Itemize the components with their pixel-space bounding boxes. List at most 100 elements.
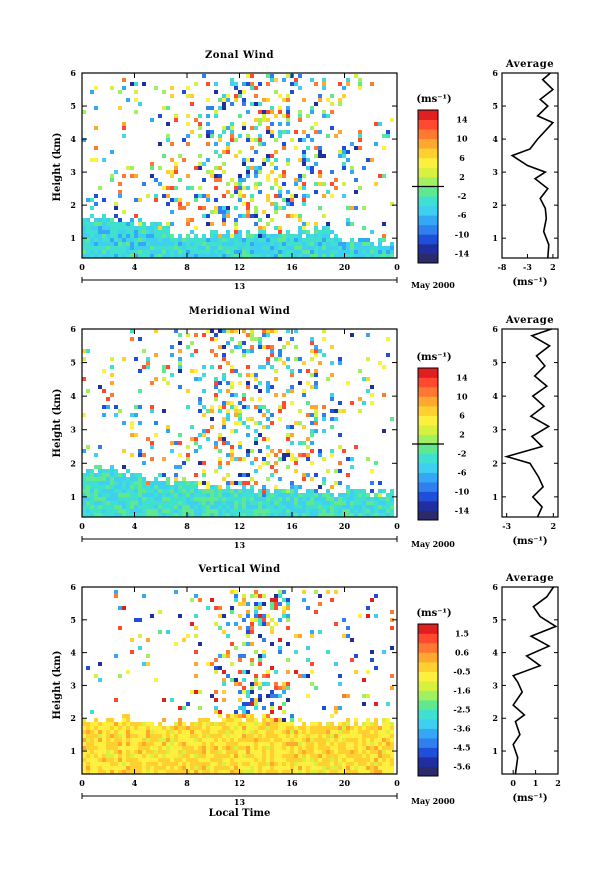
field-cell <box>274 393 278 397</box>
field-cell <box>202 234 206 238</box>
field-cell <box>258 134 262 138</box>
field-cell <box>230 250 234 254</box>
field-cell <box>318 449 322 453</box>
field-cell <box>174 738 178 742</box>
field-cell <box>234 678 238 682</box>
field-cell <box>154 477 158 481</box>
field-cell <box>354 74 358 78</box>
field-cell <box>274 758 278 762</box>
field-cell <box>98 250 102 254</box>
field-cell <box>266 622 270 626</box>
field-cell <box>310 337 314 341</box>
x-tick-label: 0 <box>394 521 400 531</box>
field-cell <box>150 409 154 413</box>
field-cell <box>286 242 290 246</box>
field-cell <box>118 222 122 226</box>
field-cell <box>346 246 350 250</box>
field-cell <box>202 473 206 477</box>
field-cell <box>338 469 342 473</box>
field-cell <box>190 766 194 770</box>
field-cell <box>266 242 270 246</box>
field-cell <box>122 509 126 513</box>
field-cell <box>366 730 370 734</box>
field-cell <box>206 505 210 509</box>
field-cell <box>102 505 106 509</box>
field-cell <box>218 210 222 214</box>
field-cell <box>190 102 194 106</box>
field-cell <box>306 730 310 734</box>
field-cell <box>282 758 286 762</box>
field-cell <box>210 337 214 341</box>
field-cell <box>138 226 142 230</box>
field-cell <box>218 389 222 393</box>
field-cell <box>338 758 342 762</box>
field-cell <box>338 505 342 509</box>
field-cell <box>242 670 246 674</box>
field-cell <box>346 381 350 385</box>
field-cell <box>282 770 286 774</box>
field-cell <box>234 718 238 722</box>
field-cell <box>102 762 106 766</box>
field-cell <box>90 226 94 230</box>
field-cell <box>158 114 162 118</box>
field-cell <box>318 170 322 174</box>
field-cell <box>294 254 298 258</box>
colorbar-swatch <box>418 425 438 435</box>
field-cell <box>142 82 146 86</box>
average-title: Average <box>505 573 554 584</box>
field-cell <box>94 497 98 501</box>
field-cell <box>382 489 386 493</box>
field-cell <box>86 485 90 489</box>
field-cell <box>358 238 362 242</box>
field-cell <box>122 250 126 254</box>
field-cell <box>198 770 202 774</box>
field-cell <box>214 254 218 258</box>
field-cell <box>274 90 278 94</box>
field-cell <box>106 742 110 746</box>
field-cell <box>234 254 238 258</box>
field-cell <box>218 365 222 369</box>
field-cell <box>258 341 262 345</box>
field-cell <box>198 505 202 509</box>
field-cell <box>246 746 250 750</box>
field-cell <box>294 214 298 218</box>
field-cell <box>242 754 246 758</box>
field-cell <box>250 682 254 686</box>
field-cell <box>350 489 354 493</box>
field-cell <box>382 722 386 726</box>
field-cell <box>270 254 274 258</box>
field-cell <box>198 377 202 381</box>
field-cell <box>354 758 358 762</box>
field-cell <box>274 453 278 457</box>
field-cell <box>106 509 110 513</box>
field-cell <box>250 766 254 770</box>
field-cell <box>310 766 314 770</box>
field-cell <box>130 174 134 178</box>
field-cell <box>334 766 338 770</box>
field-cell <box>110 722 114 726</box>
field-cell <box>106 738 110 742</box>
field-cell <box>262 501 266 505</box>
field-cell <box>102 489 106 493</box>
field-cell <box>266 250 270 254</box>
field-cell <box>362 489 366 493</box>
field-cell <box>318 206 322 210</box>
field-cell <box>358 86 362 90</box>
field-cell <box>254 742 258 746</box>
field-cell <box>354 730 358 734</box>
field-cell <box>270 234 274 238</box>
field-cell <box>130 742 134 746</box>
field-cell <box>126 758 130 762</box>
field-cell <box>330 417 334 421</box>
colorbar-swatch <box>418 719 438 729</box>
field-cell <box>274 742 278 746</box>
field-cell <box>162 226 166 230</box>
field-cell <box>386 513 390 517</box>
field-cell <box>282 250 286 254</box>
field-cell <box>254 377 258 381</box>
field-cell <box>266 329 270 333</box>
field-cell <box>362 250 366 254</box>
field-cell <box>274 182 278 186</box>
field-cell <box>322 505 326 509</box>
field-cell <box>274 670 278 674</box>
